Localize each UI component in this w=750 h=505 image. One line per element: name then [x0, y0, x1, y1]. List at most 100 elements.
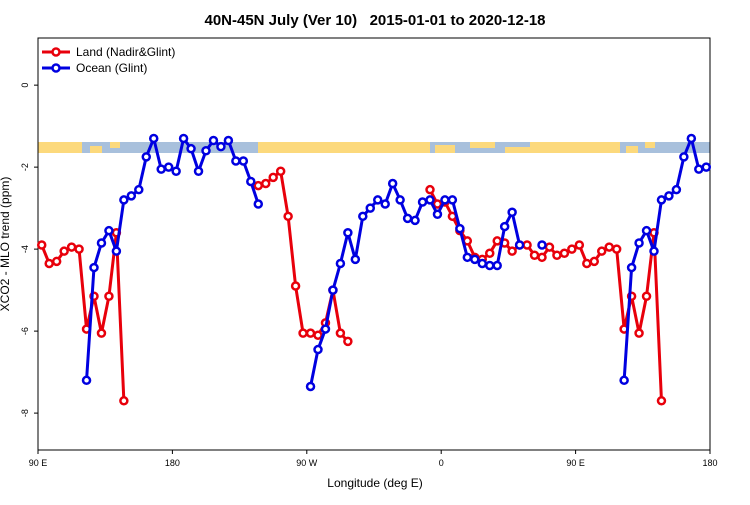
data-point — [611, 244, 622, 254]
data-point — [507, 246, 517, 256]
data-point — [544, 242, 555, 252]
data-point — [484, 248, 495, 258]
data-point — [253, 199, 264, 209]
data-point — [343, 336, 353, 347]
data-point — [522, 240, 532, 250]
data-point — [432, 209, 443, 220]
data-point — [104, 291, 114, 302]
data-point — [335, 328, 346, 338]
data-point — [320, 324, 331, 334]
data-point — [499, 221, 510, 232]
data-point — [425, 184, 435, 195]
legend-marker — [51, 47, 61, 57]
data-point — [514, 240, 525, 250]
data-point — [537, 252, 547, 263]
data-point — [507, 207, 517, 217]
data-point — [641, 225, 652, 236]
x-tick-label: 180 — [702, 458, 717, 468]
legend-label: Ocean (Glint) — [76, 61, 147, 75]
data-point — [634, 328, 644, 338]
data-point — [634, 238, 644, 248]
y-tick-label: 0 — [20, 83, 30, 88]
data-point — [201, 145, 211, 156]
data-point — [649, 246, 659, 256]
x-axis-label: Longitude (deg E) — [327, 476, 422, 490]
data-point — [440, 195, 450, 205]
data-point — [701, 162, 712, 172]
x-tick-label: 90 E — [29, 458, 48, 468]
data-point — [656, 195, 667, 205]
data-point — [694, 164, 704, 174]
data-point — [552, 250, 562, 261]
data-point — [380, 199, 390, 209]
data-point — [313, 330, 323, 340]
data-point — [148, 133, 159, 144]
data-point — [656, 396, 667, 406]
data-point — [664, 191, 674, 201]
data-point — [641, 291, 652, 302]
data-point — [462, 252, 473, 263]
data-point — [604, 242, 614, 252]
data-point — [335, 258, 346, 269]
data-point — [395, 195, 405, 205]
data-point — [283, 211, 293, 222]
series-line — [85, 136, 707, 387]
data-point — [119, 195, 129, 205]
data-point — [59, 246, 69, 256]
data-point — [686, 133, 697, 144]
data-point — [268, 172, 278, 183]
data-point — [126, 191, 137, 201]
data-point — [163, 162, 174, 172]
data-point — [275, 166, 286, 176]
legend-marker — [51, 63, 61, 73]
data-point — [81, 375, 92, 386]
data-point — [537, 240, 547, 250]
data-point — [350, 254, 361, 265]
data-point — [447, 195, 458, 205]
data-point — [290, 281, 301, 291]
data-point — [104, 225, 114, 236]
x-tick-label: 0 — [439, 458, 444, 468]
data-point — [238, 156, 249, 166]
data-point — [492, 236, 502, 246]
data-point — [74, 244, 84, 254]
data-point — [372, 195, 383, 205]
x-tick-label: 90 W — [296, 458, 318, 468]
data-point — [455, 223, 465, 234]
data-point — [671, 184, 682, 195]
data-point — [51, 256, 62, 267]
data-point — [36, 240, 47, 250]
data-point — [66, 242, 77, 252]
data-point — [231, 156, 241, 166]
chart-title: 40N-45N July (Ver 10) 2015-01-01 to 2020… — [204, 12, 545, 29]
data-point — [484, 260, 495, 271]
data-point — [44, 258, 54, 269]
data-point — [387, 178, 398, 189]
data-point — [410, 215, 420, 226]
data-point — [574, 240, 585, 250]
data-point — [619, 375, 629, 386]
data-point — [96, 328, 107, 338]
y-tick-label: -8 — [20, 409, 30, 417]
data-point — [298, 328, 308, 338]
data-point — [596, 246, 607, 256]
data-point — [178, 133, 189, 144]
data-point — [417, 197, 428, 207]
legend-label: Land (Nadir&Glint) — [76, 45, 175, 59]
data-point — [305, 381, 316, 392]
y-tick-label: -6 — [20, 327, 30, 335]
data-point — [425, 195, 435, 205]
data-point — [134, 184, 144, 195]
data-point — [141, 152, 152, 162]
data-point — [186, 143, 196, 154]
data-point — [589, 256, 600, 267]
data-point — [365, 203, 376, 213]
data-point — [119, 396, 129, 406]
x-tick-label: 180 — [165, 458, 180, 468]
data-point — [492, 260, 502, 271]
y-tick-label: -4 — [20, 245, 30, 253]
data-point — [470, 254, 480, 265]
data-point — [679, 152, 689, 162]
data-point — [343, 227, 353, 238]
